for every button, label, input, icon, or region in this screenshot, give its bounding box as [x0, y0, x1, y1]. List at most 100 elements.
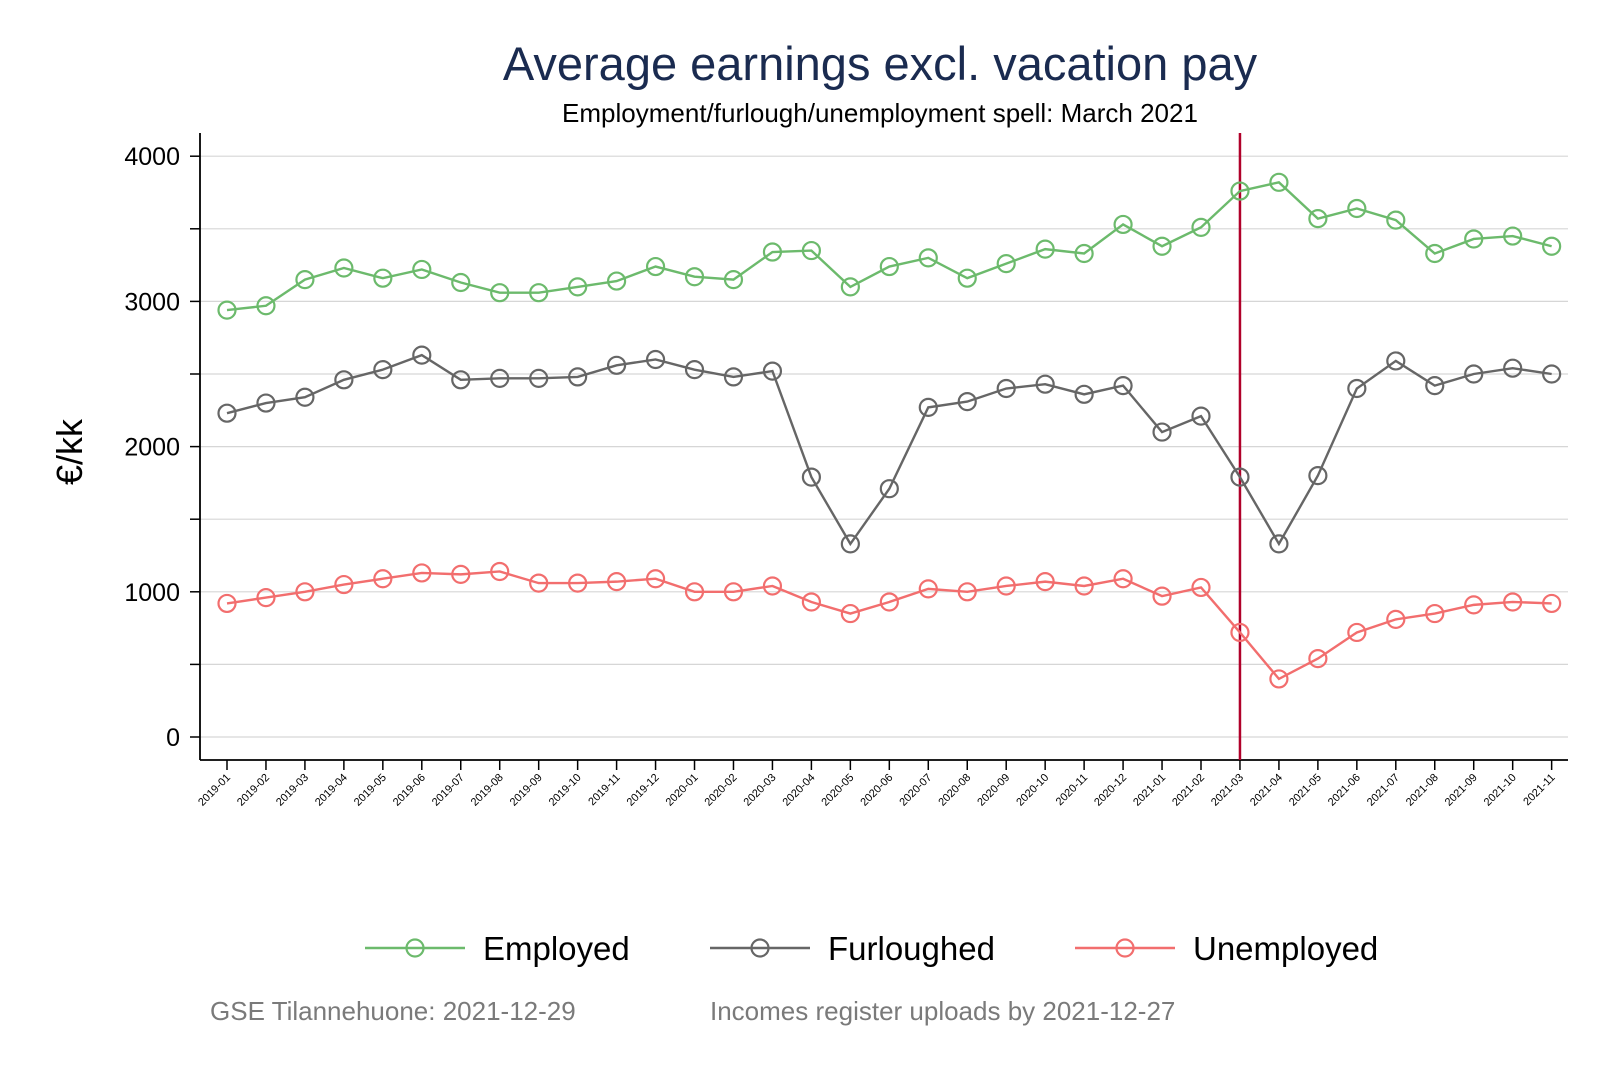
legend-label: Furloughed — [828, 930, 995, 967]
legend-item-furloughed: Furloughed — [710, 930, 995, 967]
series-line-employed — [226, 181, 1552, 312]
data-point-unemployed — [684, 582, 705, 602]
data-point-unemployed — [1113, 569, 1133, 589]
data-point-furloughed — [1074, 384, 1094, 404]
data-point-unemployed — [295, 582, 315, 602]
x-tick-label: 2019-02 — [235, 772, 272, 809]
x-tick-label: 2020-11 — [1054, 772, 1090, 808]
data-point-unemployed — [217, 593, 237, 614]
x-tick-label: 2020-06 — [858, 772, 895, 809]
data-point-furloughed — [879, 479, 899, 499]
data-point-unemployed — [723, 582, 744, 602]
data-point-employed — [1230, 181, 1250, 201]
data-point-unemployed — [996, 576, 1016, 596]
series-line-unemployed — [226, 570, 1552, 681]
data-point-employed — [1542, 236, 1562, 256]
data-point-furloughed — [1347, 378, 1367, 399]
x-tick-label: 2019-09 — [508, 772, 545, 809]
footnote-date: GSE Tilannehuone: 2021-12-29 — [210, 996, 576, 1026]
data-point-unemployed — [490, 561, 510, 582]
x-tick-label: 2019-04 — [313, 772, 350, 809]
data-point-unemployed — [879, 592, 899, 612]
x-tick-label: 2019-08 — [469, 772, 506, 809]
data-point-unemployed — [451, 564, 471, 584]
data-point-unemployed — [606, 572, 627, 592]
series-group — [217, 172, 1562, 689]
data-point-employed — [1035, 239, 1055, 259]
data-point-furloughed — [606, 355, 627, 375]
data-point-furloughed — [1152, 422, 1172, 442]
x-tick-label: 2019-10 — [547, 772, 584, 809]
data-point-employed — [1425, 243, 1445, 264]
data-point-furloughed — [1113, 376, 1133, 396]
data-point-unemployed — [1503, 592, 1523, 612]
data-point-employed — [1113, 214, 1133, 235]
data-point-unemployed — [840, 603, 860, 624]
data-point-employed — [295, 270, 315, 290]
x-tick-label: 2019-05 — [352, 772, 389, 809]
data-point-furloughed — [1230, 467, 1250, 487]
data-point-furloughed — [1269, 534, 1289, 554]
data-point-furloughed — [1425, 376, 1445, 396]
data-point-employed — [840, 277, 860, 297]
data-point-employed — [568, 277, 588, 297]
data-point-furloughed — [373, 360, 393, 380]
x-tick-label: 2020-03 — [742, 772, 779, 809]
data-point-furloughed — [918, 397, 938, 417]
y-tick-label: 1000 — [124, 579, 180, 607]
data-point-unemployed — [1191, 577, 1211, 598]
data-point-employed — [217, 300, 237, 320]
data-point-furloughed — [1464, 364, 1484, 384]
data-point-employed — [684, 267, 705, 287]
x-tick-label: 2019-01 — [196, 772, 233, 809]
data-point-employed — [801, 240, 822, 261]
data-point-furloughed — [217, 403, 237, 423]
legend-label: Unemployed — [1193, 930, 1378, 967]
x-tick-label: 2019-12 — [625, 772, 662, 809]
data-point-furloughed — [529, 368, 549, 388]
x-tick-label: 2021-02 — [1170, 772, 1207, 809]
data-point-furloughed — [762, 361, 783, 381]
y-tick-label: 3000 — [124, 288, 180, 316]
data-point-furloughed — [412, 345, 432, 365]
x-tick-label: 2021-05 — [1287, 772, 1324, 809]
data-point-unemployed — [1425, 603, 1445, 624]
data-point-unemployed — [256, 588, 276, 608]
chart-title: Average earnings excl. vacation pay — [503, 37, 1258, 90]
data-point-employed — [490, 283, 510, 303]
data-point-furloughed — [568, 367, 588, 387]
data-point-unemployed — [1386, 609, 1406, 629]
x-tick-label: 2019-11 — [586, 772, 622, 808]
data-point-employed — [996, 254, 1016, 274]
footnote-uploads: Incomes register uploads by 2021-12-27 — [710, 996, 1175, 1026]
data-point-employed — [879, 256, 899, 277]
data-point-furloughed — [1035, 374, 1055, 394]
x-tick-label: 2020-09 — [975, 772, 1012, 809]
data-point-furloughed — [295, 387, 315, 407]
x-tick-label: 2020-10 — [1014, 772, 1051, 809]
data-point-unemployed — [957, 582, 977, 602]
x-tick-label: 2020-02 — [703, 772, 740, 809]
legend-swatch-marker — [405, 938, 425, 958]
legend-label: Employed — [483, 930, 630, 967]
data-point-unemployed — [1152, 586, 1172, 606]
data-point-unemployed — [645, 569, 666, 589]
legend-swatch-marker — [1115, 938, 1135, 958]
series-furloughed — [217, 345, 1562, 554]
data-point-unemployed — [1308, 648, 1328, 669]
legend-swatch-marker — [750, 938, 770, 958]
data-point-unemployed — [1347, 622, 1367, 643]
data-point-employed — [606, 271, 627, 291]
legend-item-unemployed: Unemployed — [1075, 930, 1378, 967]
x-tick-label: 2021-06 — [1326, 772, 1363, 809]
data-point-furloughed — [1386, 351, 1406, 371]
series-employed — [217, 172, 1562, 320]
data-point-unemployed — [334, 574, 354, 595]
data-point-unemployed — [762, 576, 783, 596]
gridlines — [200, 155, 1568, 738]
data-point-employed — [1464, 229, 1484, 249]
y-tick-label: 2000 — [124, 434, 180, 462]
data-point-employed — [1308, 209, 1328, 229]
x-tick-label: 2021-10 — [1482, 772, 1519, 809]
